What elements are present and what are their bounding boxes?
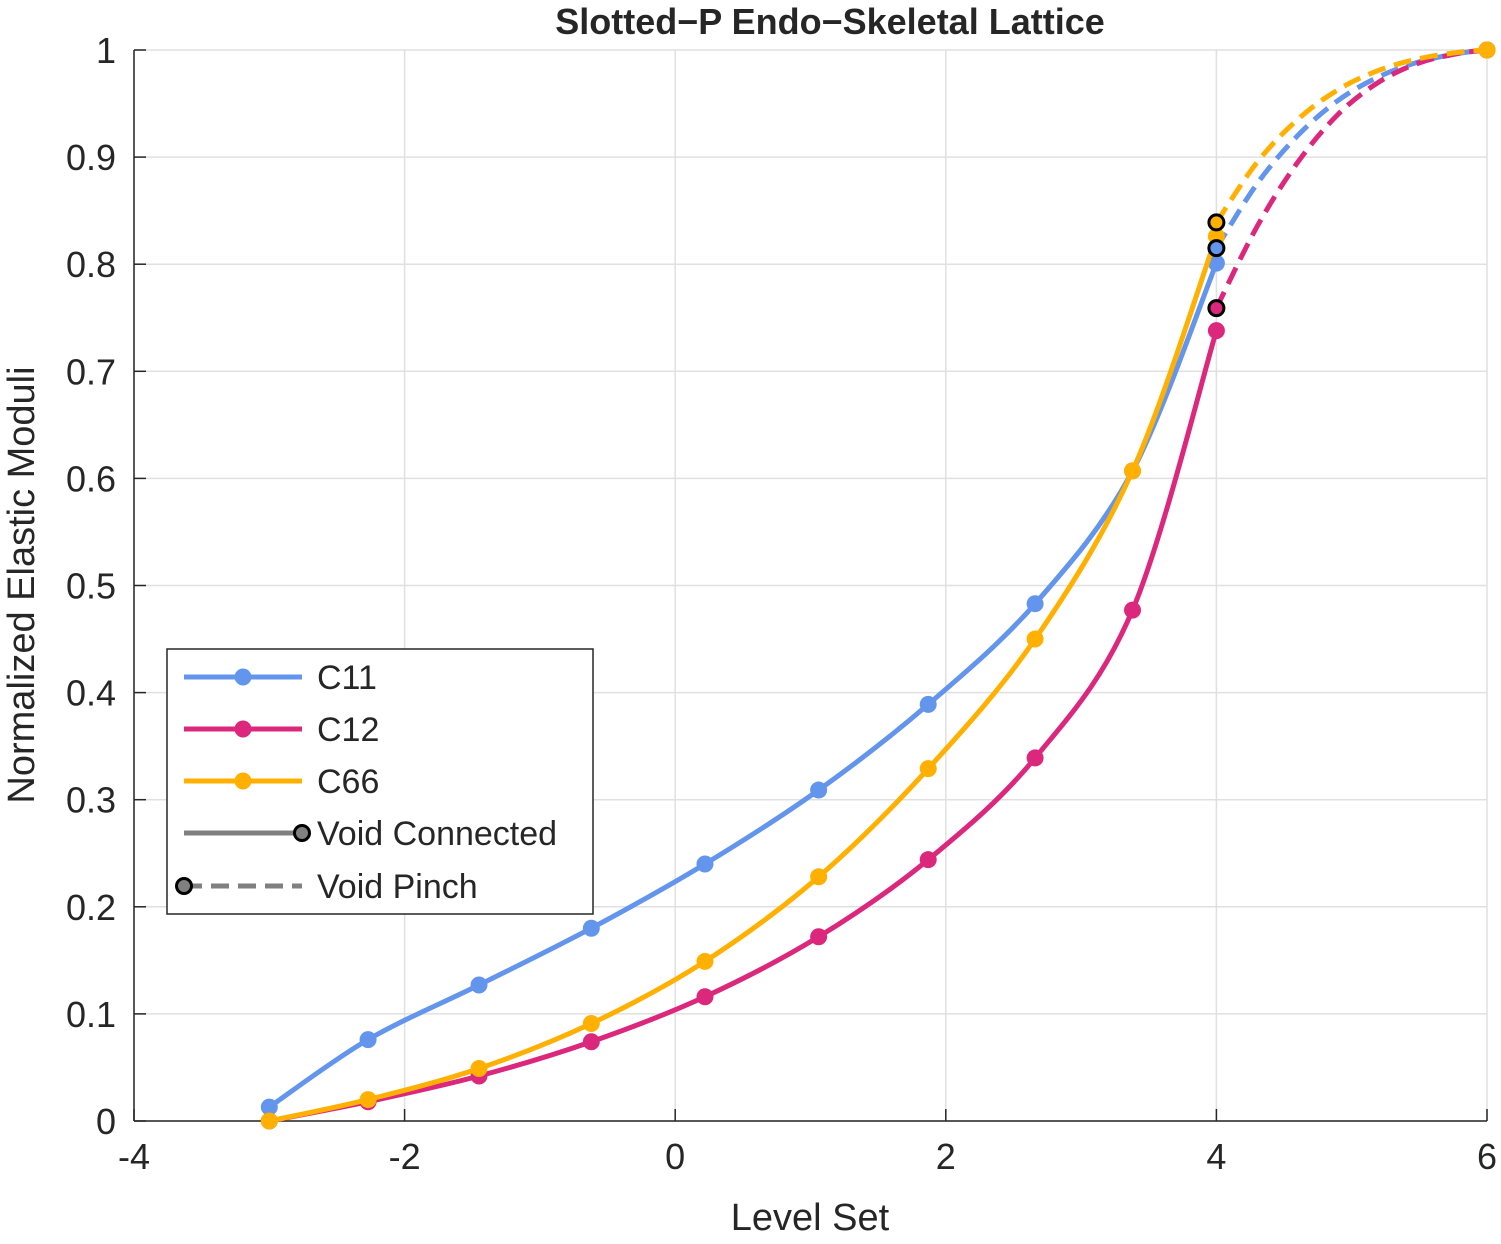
x-axis-label: Level Set [731, 1197, 890, 1239]
data-point [1207, 322, 1225, 340]
y-tick-label: 0.5 [66, 566, 116, 607]
legend-label: C12 [317, 711, 379, 749]
legend-label: Void Connected [317, 815, 557, 853]
data-point [696, 952, 714, 970]
y-tick-label: 0.7 [66, 351, 116, 392]
legend-item: C12 [184, 711, 379, 749]
data-point [919, 695, 937, 713]
series-line-pinch [1214, 47, 1488, 224]
data-point [1124, 601, 1142, 619]
data-point [810, 868, 828, 886]
data-point [1026, 630, 1044, 648]
data-point [582, 1015, 600, 1033]
pinch-marker [1207, 213, 1226, 232]
y-tick-label: 0.9 [66, 137, 116, 178]
y-tick-label: 0.1 [66, 994, 116, 1035]
series-layer [260, 41, 1496, 1130]
legend-marker [175, 877, 193, 895]
chart-title: Slotted−P Endo−Skeletal Lattice [555, 1, 1105, 42]
data-point [470, 1060, 488, 1078]
series-c66 [260, 41, 1496, 1130]
data-point [696, 855, 714, 873]
data-point [582, 919, 600, 937]
legend: C11 C12 C66 Void Connected Void Pinch [166, 648, 594, 915]
data-point [1124, 462, 1142, 480]
y-tick-label: 0 [96, 1101, 116, 1142]
data-point [470, 976, 488, 994]
data-point [810, 781, 828, 799]
legend-label: Void Pinch [317, 868, 478, 906]
legend-marker [293, 824, 311, 842]
legend-marker [234, 668, 252, 686]
data-point [1026, 749, 1044, 767]
y-tick-label: 0.6 [66, 458, 116, 499]
legend-marker [234, 772, 252, 790]
legend-label: C11 [317, 659, 377, 697]
legend-label: C66 [317, 763, 379, 801]
legend-marker [234, 720, 252, 738]
y-tick-label: 0.2 [66, 887, 116, 928]
data-point [1478, 41, 1496, 59]
x-tick-label: 0 [665, 1136, 685, 1177]
x-tick-label: -4 [118, 1136, 150, 1177]
series-line [267, 262, 1219, 1110]
data-point [919, 760, 937, 778]
axes: -4 -2 0 2 4 6 0 0.1 0.2 0.3 0.4 0.5 0.6 0.7 0.8 0.9 1 [66, 30, 1497, 1177]
x-tick-label: 2 [936, 1136, 956, 1177]
data-point [359, 1031, 377, 1049]
data-point [1207, 254, 1225, 272]
legend-item: Void Connected [184, 815, 557, 853]
legend-item: C11 [184, 659, 377, 697]
data-point [260, 1112, 278, 1130]
data-point [1026, 595, 1044, 613]
data-point [696, 988, 714, 1006]
x-tick-label: -2 [389, 1136, 421, 1177]
series-line [268, 235, 1219, 1124]
data-point [810, 928, 828, 946]
y-tick-label: 1 [96, 30, 116, 71]
y-axis-label: Normalized Elastic Moduli [1, 366, 43, 803]
x-tick-label: 4 [1206, 1136, 1226, 1177]
data-point [260, 1098, 278, 1116]
data-point [919, 851, 937, 869]
pinch-marker [1207, 239, 1226, 258]
legend-item: Void Pinch [175, 868, 478, 906]
legend-item: C66 [184, 763, 379, 801]
pinch-marker [1207, 299, 1226, 318]
data-point [582, 1033, 600, 1051]
data-point [359, 1091, 377, 1109]
y-tick-label: 0.4 [66, 673, 116, 714]
x-tick-label: 6 [1477, 1136, 1497, 1177]
y-tick-label: 0.3 [66, 780, 116, 821]
y-tick-label: 0.8 [66, 244, 116, 285]
